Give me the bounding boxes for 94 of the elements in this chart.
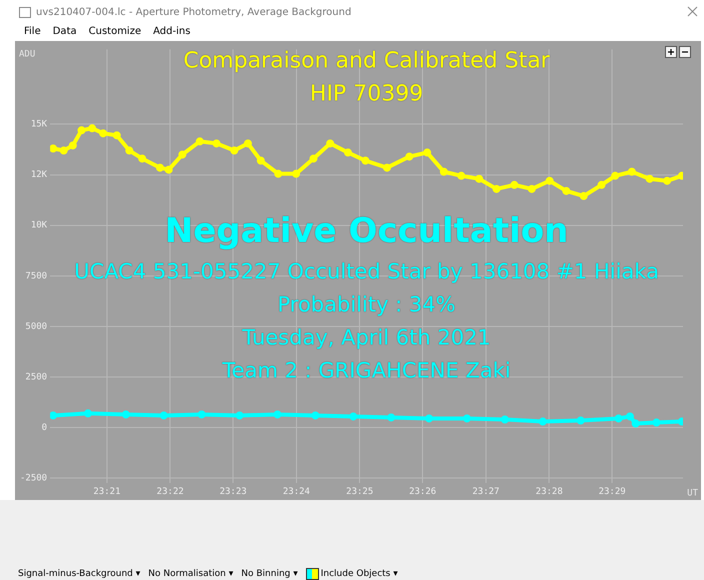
point xyxy=(50,144,58,152)
point xyxy=(344,148,352,157)
y-tick-label: -2500 xyxy=(20,473,48,484)
text: Signal-minus-Background ▾ xyxy=(18,569,140,579)
point xyxy=(614,414,623,422)
point xyxy=(160,411,168,420)
point xyxy=(423,148,432,157)
text: File xyxy=(24,26,41,37)
point xyxy=(164,166,173,174)
point xyxy=(646,174,654,183)
point xyxy=(122,410,130,418)
point xyxy=(510,180,518,189)
point xyxy=(88,124,96,132)
point xyxy=(387,413,396,422)
point xyxy=(405,152,414,161)
point xyxy=(349,412,358,420)
point xyxy=(50,411,58,420)
point xyxy=(236,411,244,420)
x-tick-label: 23:27 xyxy=(472,486,500,497)
point xyxy=(663,176,672,185)
x-tick-label: 23:25 xyxy=(346,486,374,497)
y-tick-label: 0 xyxy=(42,422,48,433)
y-tick-label: 7500 xyxy=(25,271,48,282)
point xyxy=(198,410,206,418)
x-tick-label: 23:22 xyxy=(156,486,184,497)
point xyxy=(212,139,220,148)
y-tick-label: 15K xyxy=(30,120,48,130)
point xyxy=(125,146,134,155)
point xyxy=(598,180,606,189)
point xyxy=(425,414,434,422)
point xyxy=(580,192,588,200)
text: Data xyxy=(52,26,77,37)
text: No Normalisation ▾ xyxy=(148,569,234,579)
y-axis-title: ADU xyxy=(19,49,36,60)
annotation: Team 2 : GRIGAHCENE Zaki xyxy=(221,358,511,382)
point xyxy=(138,154,146,163)
point xyxy=(309,154,318,163)
point xyxy=(273,410,282,418)
point xyxy=(84,409,92,418)
y-tick-label: 10K xyxy=(30,220,48,231)
y-tick-label: 12K xyxy=(30,170,48,180)
point xyxy=(292,170,300,178)
point xyxy=(156,164,164,172)
x-tick-label: 23:29 xyxy=(598,486,626,497)
point xyxy=(112,131,121,140)
point xyxy=(326,139,334,148)
point xyxy=(462,414,471,422)
point xyxy=(178,150,186,159)
text: Customize xyxy=(88,26,142,37)
y-tick-label: 2500 xyxy=(25,372,48,382)
text: uvs210407-004.lc - Aperture Photometry, Average Background xyxy=(36,6,352,18)
point xyxy=(383,164,392,172)
point xyxy=(611,172,620,180)
point xyxy=(256,156,265,165)
point xyxy=(652,418,660,427)
text: HIP 70399 xyxy=(310,82,424,107)
point xyxy=(68,141,77,150)
point xyxy=(230,146,238,155)
annotation: Negative Occultation xyxy=(164,210,568,251)
annotation: Tuesday, April 6th 2021 xyxy=(241,325,491,350)
x-tick-label: 23:26 xyxy=(409,486,436,497)
point xyxy=(576,416,585,425)
point xyxy=(475,174,484,183)
point xyxy=(99,129,108,138)
point xyxy=(311,411,320,420)
y-tick-label: 5000 xyxy=(25,322,48,332)
x-tick-label: 23:24 xyxy=(282,486,310,497)
annotation: UCAC4 531-055227 Occulted Star by 136108 #1 Hiiaka xyxy=(74,259,659,284)
point xyxy=(632,420,640,428)
chart-title: Comparaison and Calibrated Star xyxy=(183,48,551,74)
point xyxy=(78,126,86,134)
point xyxy=(626,412,634,420)
point xyxy=(457,172,466,180)
point xyxy=(546,176,554,185)
annotation: Probability : 34% xyxy=(277,292,456,316)
point xyxy=(628,168,636,176)
point xyxy=(492,184,501,193)
text: No Binning ▾ xyxy=(241,569,298,579)
x-tick-label: 23:23 xyxy=(220,486,247,497)
x-tick-label: 23:21 xyxy=(93,486,120,497)
x-axis-title: UT xyxy=(687,488,699,499)
point xyxy=(196,137,204,146)
point xyxy=(562,186,570,195)
point xyxy=(528,184,536,193)
x-tick-label: 23:28 xyxy=(536,486,563,497)
point xyxy=(60,146,68,155)
text: Include Objects ▾ xyxy=(320,568,398,580)
point xyxy=(500,415,509,424)
point xyxy=(274,170,282,178)
text: Add-ins xyxy=(153,26,190,37)
point xyxy=(244,139,252,148)
point xyxy=(440,168,448,176)
point xyxy=(538,418,547,426)
point xyxy=(361,156,370,165)
